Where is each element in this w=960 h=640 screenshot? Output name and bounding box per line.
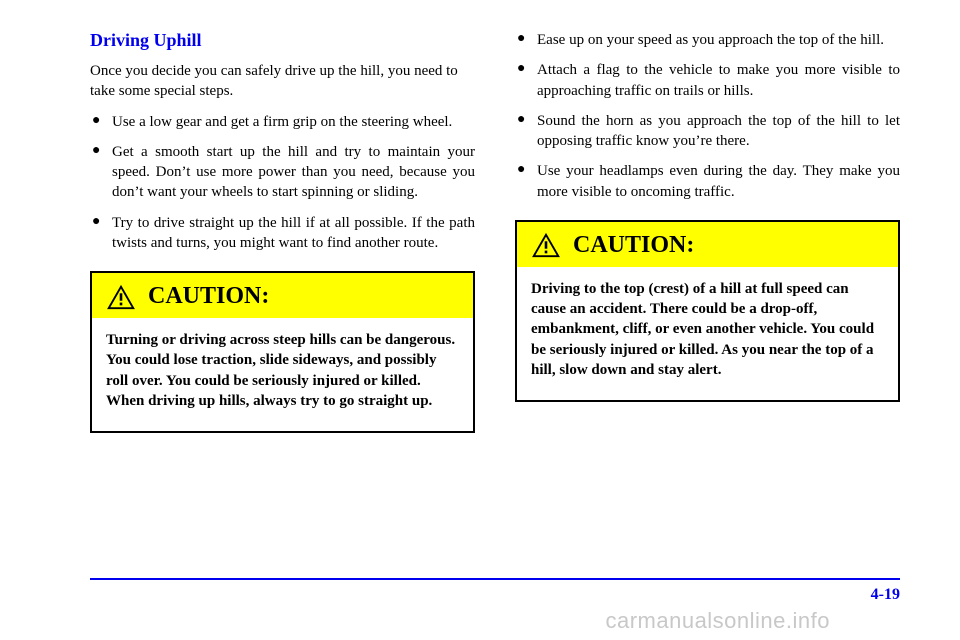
- caution-body-text: Turning or driving across steep hills ca…: [92, 318, 473, 431]
- caution-header: CAUTION:: [517, 222, 898, 267]
- section-heading: Driving Uphill: [90, 30, 475, 51]
- bullet-icon: ●: [515, 111, 537, 152]
- list-item: ● Ease up on your speed as you approach …: [515, 30, 900, 50]
- list-item-text: Try to drive straight up the hill if at …: [112, 213, 475, 254]
- intro-paragraph: Once you decide you can safely drive up …: [90, 61, 475, 102]
- list-item-text: Use a low gear and get a firm grip on th…: [112, 112, 475, 132]
- bullet-icon: ●: [515, 60, 537, 101]
- bullet-icon: ●: [90, 112, 112, 132]
- page-number: 4-19: [871, 586, 900, 604]
- list-item-text: Use your headlamps even during the day. …: [537, 161, 900, 202]
- watermark-text: carmanualsonline.info: [605, 608, 830, 634]
- list-item-text: Sound the horn as you approach the top o…: [537, 111, 900, 152]
- list-item-text: Attach a flag to the vehicle to make you…: [537, 60, 900, 101]
- bullet-icon: ●: [90, 142, 112, 203]
- warning-triangle-icon: [531, 232, 561, 258]
- right-column: ● Ease up on your speed as you approach …: [515, 30, 900, 433]
- list-item: ● Try to drive straight up the hill if a…: [90, 213, 475, 254]
- caution-label: CAUTION:: [148, 283, 269, 310]
- two-column-layout: Driving Uphill Once you decide you can s…: [90, 30, 900, 433]
- list-item-text: Get a smooth start up the hill and try t…: [112, 142, 475, 203]
- list-item: ● Use a low gear and get a firm grip on …: [90, 112, 475, 132]
- bullet-icon: ●: [90, 213, 112, 254]
- list-item: ● Get a smooth start up the hill and try…: [90, 142, 475, 203]
- bullet-icon: ●: [515, 161, 537, 202]
- right-bullet-list: ● Ease up on your speed as you approach …: [515, 30, 900, 202]
- list-item-text: Ease up on your speed as you approach th…: [537, 30, 900, 50]
- footer-rule: [90, 578, 900, 580]
- left-column: Driving Uphill Once you decide you can s…: [90, 30, 475, 433]
- list-item: ● Attach a flag to the vehicle to make y…: [515, 60, 900, 101]
- caution-body-text: Driving to the top (crest) of a hill at …: [517, 267, 898, 400]
- list-item: ● Sound the horn as you approach the top…: [515, 111, 900, 152]
- warning-triangle-icon: [106, 284, 136, 310]
- left-bullet-list: ● Use a low gear and get a firm grip on …: [90, 112, 475, 254]
- caution-box-left: CAUTION: Turning or driving across steep…: [90, 271, 475, 433]
- list-item: ● Use your headlamps even during the day…: [515, 161, 900, 202]
- caution-box-right: CAUTION: Driving to the top (crest) of a…: [515, 220, 900, 402]
- bullet-icon: ●: [515, 30, 537, 50]
- caution-header: CAUTION:: [92, 273, 473, 318]
- manual-page: Driving Uphill Once you decide you can s…: [0, 0, 960, 640]
- caution-label: CAUTION:: [573, 232, 694, 259]
